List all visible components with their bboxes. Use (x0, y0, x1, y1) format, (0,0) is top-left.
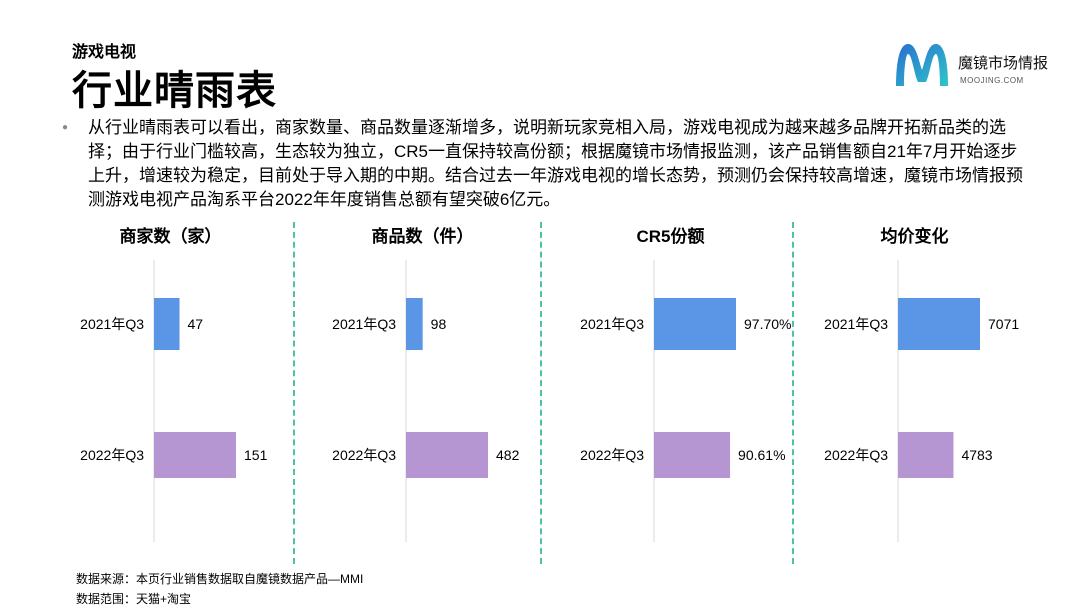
category-label: 2021年Q3 (332, 316, 396, 332)
chart-panel-cr5: CR5份额 2021年Q3 97.70% 2022年Q3 90.61% (548, 222, 793, 542)
data-label: 97.70% (744, 316, 791, 332)
data-label: 98 (431, 316, 447, 332)
chart-title: 商品数（件） (371, 227, 474, 246)
data-label: 151 (244, 447, 268, 463)
chart-title: CR5份额 (636, 227, 705, 246)
page-title: 行业晴雨表 (72, 69, 277, 113)
category-label: 2021年Q3 (80, 316, 144, 332)
logo-subtext: MOOJING.COM (960, 76, 1024, 85)
bar-2022年Q3 (406, 432, 488, 478)
section-subtitle: 游戏电视 (72, 44, 137, 61)
category-label: 2022年Q3 (580, 447, 644, 463)
chart-svg: 2021年Q3 47 2022年Q3 151 (80, 260, 268, 542)
bar-2021年Q3 (898, 298, 980, 350)
brand-logo: 魔镜市场情报 MOOJING.COM (892, 40, 1062, 90)
moojing-m-logo-icon (896, 44, 948, 86)
chart-svg: 2021年Q3 98 2022年Q3 482 (332, 260, 520, 542)
chart-title: 商家数（家） (119, 227, 222, 246)
panel-divider (792, 222, 794, 564)
data-label: 482 (496, 447, 520, 463)
category-label: 2021年Q3 (824, 316, 888, 332)
bar-2021年Q3 (154, 298, 180, 350)
data-label: 4783 (961, 447, 992, 463)
panel-divider (540, 222, 542, 564)
footer-scope: 数据范围：天猫+淘宝 (76, 592, 192, 606)
bar-2021年Q3 (406, 298, 423, 350)
footer-source: 数据来源：本页行业销售数据取自魔镜数据产品—MMI (76, 572, 364, 586)
bar-2022年Q3 (898, 432, 954, 478)
chart-panel-avg-price: 均价变化 2021年Q3 7071 2022年Q3 4783 (792, 222, 1037, 542)
logo-name: 魔镜市场情报 (958, 55, 1049, 72)
category-label: 2022年Q3 (332, 447, 396, 463)
bar-2022年Q3 (154, 432, 236, 478)
chart-svg: 2021年Q3 97.70% 2022年Q3 90.61% (580, 260, 791, 542)
category-label: 2022年Q3 (824, 447, 888, 463)
data-label: 47 (188, 316, 204, 332)
data-label: 7071 (988, 316, 1019, 332)
category-label: 2021年Q3 (580, 316, 644, 332)
bar-2022年Q3 (654, 432, 731, 478)
chart-panel-merchants: 商家数（家） 2021年Q3 47 2022年Q3 151 (48, 222, 293, 542)
data-label: 90.61% (738, 447, 785, 463)
description-paragraph: 从行业晴雨表可以看出，商家数量、商品数量逐渐增多，说明新玩家竞相入局，游戏电视成… (88, 118, 1023, 209)
chart-title: 均价变化 (880, 227, 949, 246)
chart-panel-products: 商品数（件） 2021年Q3 98 2022年Q3 482 (300, 222, 545, 542)
category-label: 2022年Q3 (80, 447, 144, 463)
bullet-dot: ● (62, 122, 69, 133)
bar-2021年Q3 (654, 298, 736, 350)
panel-divider (293, 222, 295, 564)
chart-svg: 2021年Q3 7071 2022年Q3 4783 (824, 260, 1019, 542)
